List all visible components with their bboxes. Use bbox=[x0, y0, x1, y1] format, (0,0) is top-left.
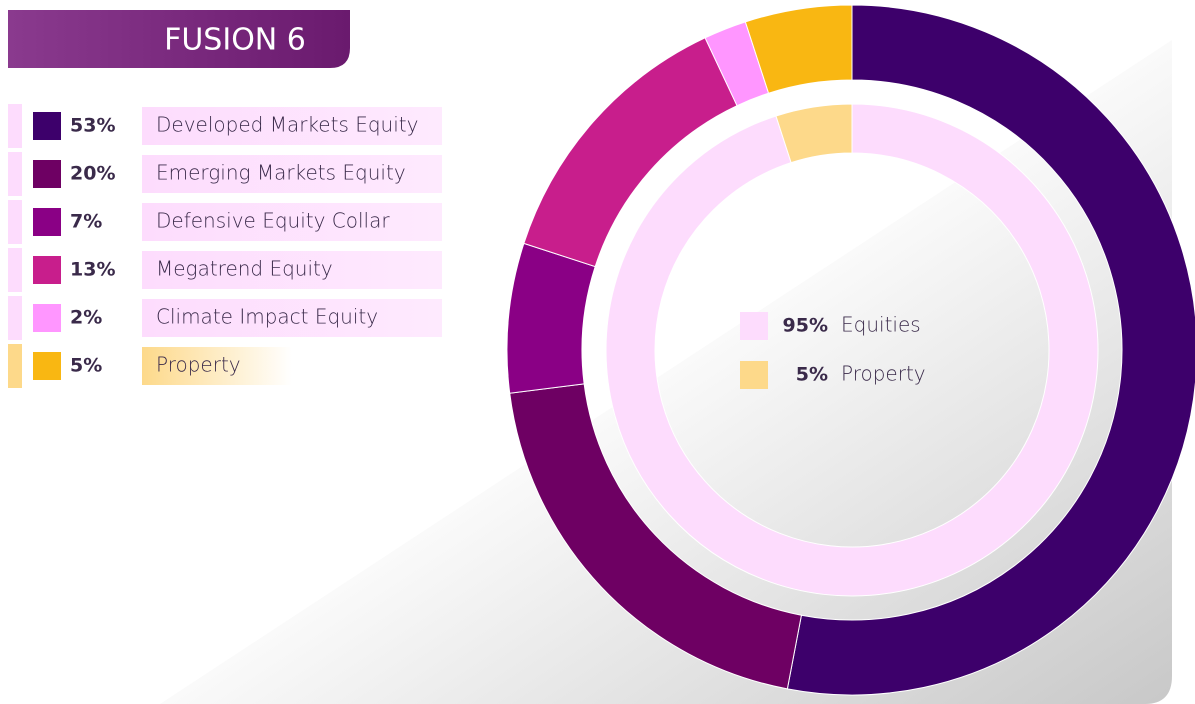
chart-title: FUSION 6 bbox=[164, 23, 306, 58]
legend-group-bar bbox=[8, 104, 22, 148]
legend-value: 20% bbox=[70, 163, 115, 185]
inner-legend-swatch bbox=[740, 361, 768, 389]
legend-row bbox=[142, 155, 442, 193]
legend-swatch bbox=[33, 160, 61, 188]
legend-value: 7% bbox=[70, 211, 102, 233]
legend-label: Developed Markets Equity bbox=[156, 113, 418, 137]
inner-segment bbox=[775, 103, 853, 164]
legend-label: Defensive Equity Collar bbox=[156, 209, 390, 233]
outer-segment bbox=[744, 4, 853, 94]
legend-value: 2% bbox=[70, 307, 102, 329]
inner-legend-swatch bbox=[740, 312, 768, 340]
legend-swatch bbox=[33, 112, 61, 140]
legend-row bbox=[142, 347, 292, 385]
legend-label: Property bbox=[156, 353, 241, 377]
legend-value: 53% bbox=[70, 115, 115, 137]
legend-group-bar bbox=[8, 248, 22, 292]
inner-legend-label: Equities bbox=[841, 313, 921, 337]
inner-segment bbox=[605, 103, 1099, 597]
legend-row bbox=[142, 107, 442, 145]
inner-legend-value: 5% bbox=[796, 364, 828, 386]
inner-legend-label: Property bbox=[841, 362, 926, 386]
legend-label: Megatrend Equity bbox=[156, 257, 333, 281]
legend-label: Emerging Markets Equity bbox=[156, 161, 406, 185]
legend-swatch bbox=[33, 352, 61, 380]
legend-group-bar bbox=[8, 152, 22, 196]
legend-group-bar bbox=[8, 296, 22, 340]
legend-value: 13% bbox=[70, 259, 115, 281]
legend-row bbox=[142, 299, 442, 337]
legend-label: Climate Impact Equity bbox=[156, 305, 378, 329]
legend-swatch bbox=[33, 304, 61, 332]
legend-swatch bbox=[33, 208, 61, 236]
legend-group-bar bbox=[8, 200, 22, 244]
outer-segment bbox=[506, 242, 596, 394]
legend-row bbox=[142, 251, 442, 289]
title-banner bbox=[8, 10, 350, 68]
inner-legend-value: 95% bbox=[783, 315, 828, 337]
outer-segment bbox=[786, 4, 1195, 696]
legend-row bbox=[142, 203, 442, 241]
legend-group-bar bbox=[8, 344, 22, 388]
legend-swatch bbox=[33, 256, 61, 284]
legend-value: 5% bbox=[70, 355, 102, 377]
